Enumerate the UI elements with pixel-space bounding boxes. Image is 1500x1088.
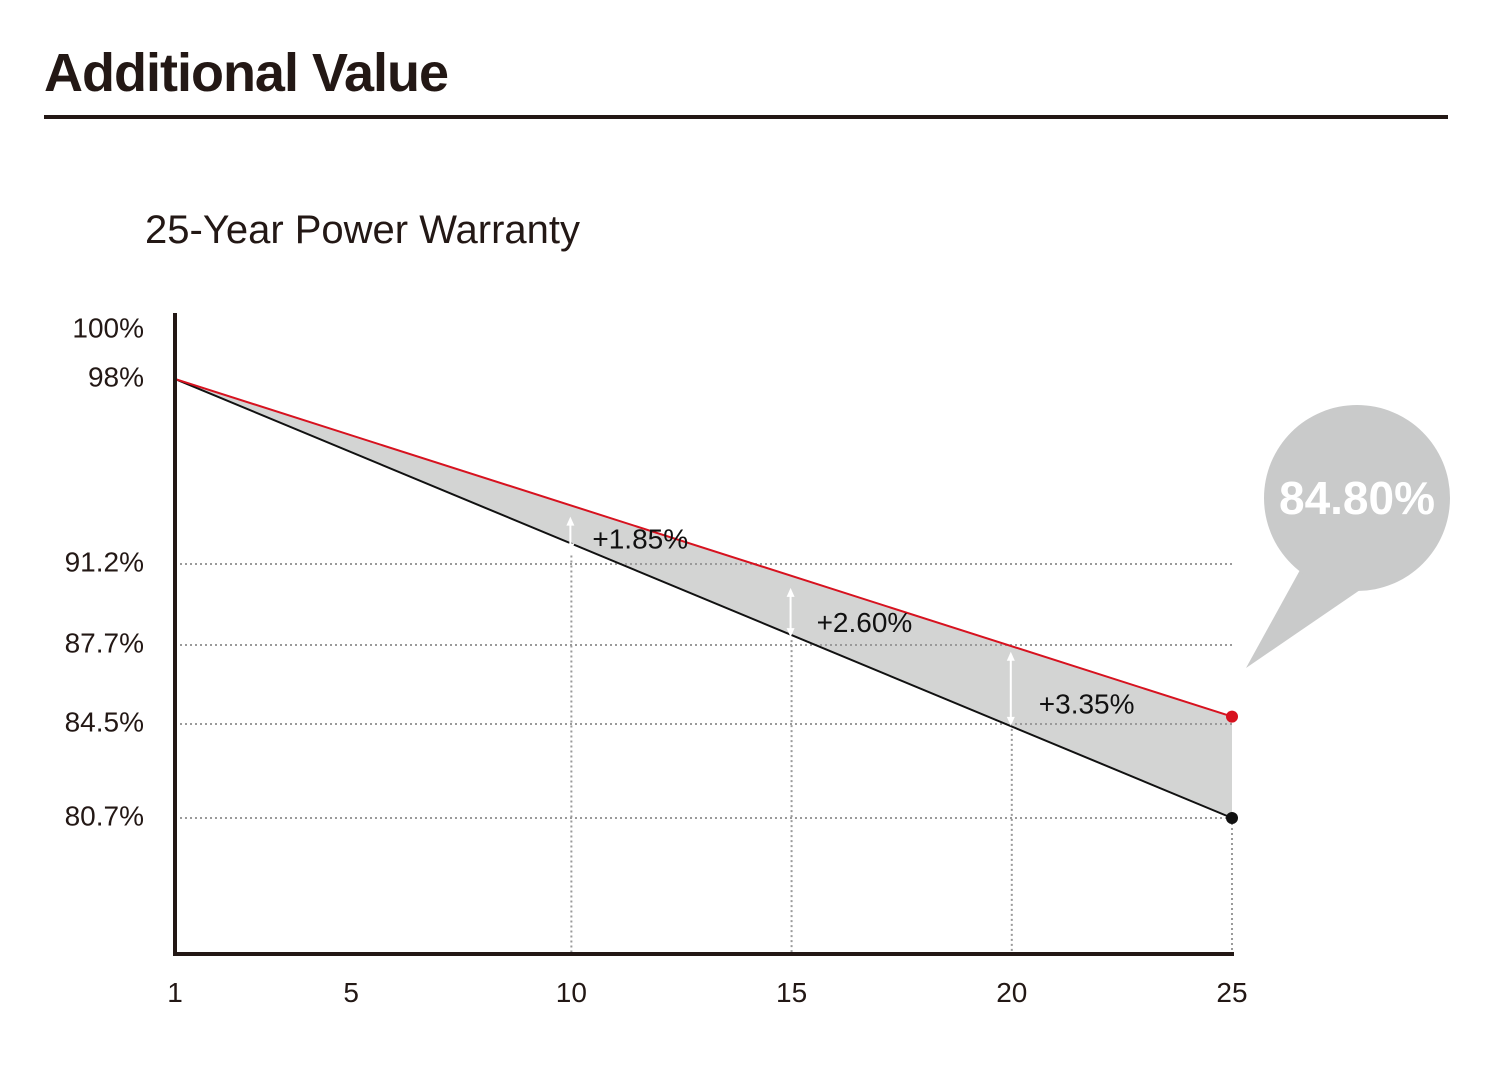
gain-arrow-head-up: [1006, 651, 1015, 661]
gain-arrow-head-up: [566, 516, 575, 526]
title-divider: [44, 115, 1448, 119]
y-tick-label: 98%: [88, 361, 144, 392]
y-tick-label: 87.7%: [65, 627, 144, 658]
gain-label: +2.60%: [817, 607, 913, 638]
x-tick-label: 10: [556, 977, 587, 1008]
x-tick-label: 5: [343, 977, 359, 1008]
gain-arrow-head-down: [786, 628, 795, 638]
x-tick-label: 20: [996, 977, 1027, 1008]
gain-arrow-head-up: [786, 587, 795, 597]
x-tick-label: 15: [776, 977, 807, 1008]
enhanced-warranty-line: [174, 378, 1233, 718]
callout-value: 84.80%: [1279, 472, 1435, 524]
gain-arrow-head-down: [1006, 716, 1015, 726]
y-tick-label: 91.2%: [65, 546, 144, 577]
standard-warranty-line: [174, 378, 1233, 819]
chart-title: 25-Year Power Warranty: [145, 208, 580, 252]
callout-bubble: [1264, 405, 1450, 591]
y-tick-label: 100%: [72, 312, 144, 343]
x-tick-label: 1: [167, 977, 183, 1008]
x-tick-label: 25: [1216, 977, 1247, 1008]
gain-label: +3.35%: [1039, 689, 1135, 720]
callout-tail: [1246, 570, 1360, 668]
page-title: Additional Value: [44, 43, 449, 103]
gain-label: +1.85%: [592, 524, 688, 555]
standard-end-point: [1226, 812, 1238, 824]
gain-arrow-head-down: [566, 543, 575, 553]
y-tick-label: 80.7%: [65, 800, 144, 831]
y-tick-label: 84.5%: [65, 706, 144, 737]
enhanced-end-point: [1226, 710, 1238, 723]
